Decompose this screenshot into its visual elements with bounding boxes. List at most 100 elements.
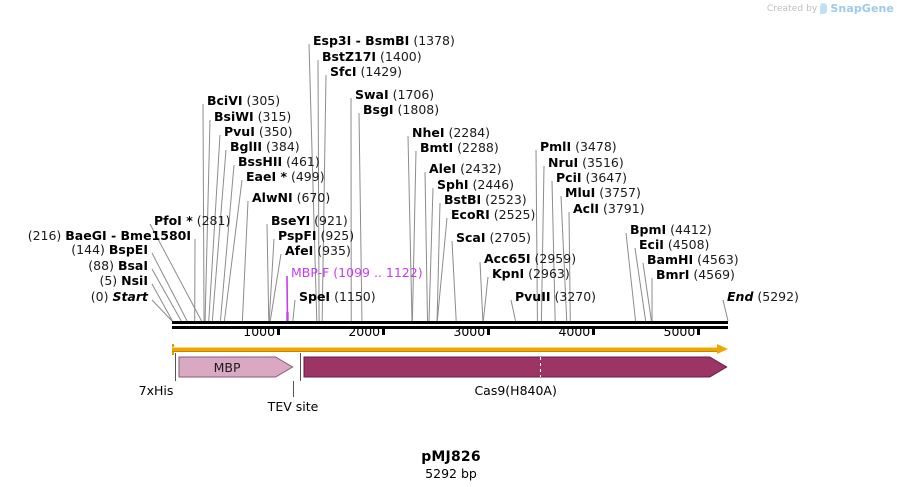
leader-line-scai (451, 240, 457, 322)
enzyme-label-afei[interactable]: AfeI (935) (285, 244, 351, 257)
enzyme-label-pmli[interactable]: PmlI (3478) (540, 140, 617, 153)
enzyme-position: (2288) (453, 140, 499, 155)
enzyme-label-eaei[interactable]: EaeI * (499) (246, 170, 325, 183)
enzyme-label-bamhi[interactable]: BamHI (4563) (647, 253, 739, 266)
enzyme-label-end[interactable]: End (5292) (727, 290, 799, 303)
enzyme-name: BseYI (271, 213, 311, 228)
enzyme-position: (921) (310, 213, 348, 228)
enzyme-label-bglii[interactable]: BglII (384) (230, 140, 300, 153)
enzyme-label-mbpf[interactable]: MBP-F (1099 .. 1122) (291, 266, 423, 279)
enzyme-label-nhei[interactable]: NheI (2284) (412, 126, 490, 139)
enzyme-label-sfci[interactable]: SfcI (1429) (330, 65, 402, 78)
enzyme-name: BmtI (420, 140, 454, 155)
leader-line-pspfi (268, 238, 275, 322)
enzyme-position: (2959) (530, 251, 577, 266)
enzyme-label-bpmi[interactable]: BpmI (4412) (630, 223, 712, 236)
watermark-prefix: Created by (766, 3, 818, 14)
enzyme-label-bsshii[interactable]: BssHII (461) (238, 155, 320, 168)
enzyme-position: (925) (316, 228, 355, 243)
enzyme-label-alei[interactable]: AleI (2432) (429, 162, 502, 175)
enzyme-label-bmti[interactable]: BmtI (2288) (420, 141, 499, 154)
enzyme-label-bsiwi[interactable]: BsiWI (315) (214, 110, 291, 123)
enzyme-name: ScaI (456, 230, 486, 245)
ruler-tick-label: 5000 (663, 324, 696, 339)
enzyme-name: MluI (565, 185, 596, 200)
enzyme-position: (3757) (595, 185, 641, 200)
ruler-tick-label: 4000 (558, 324, 591, 339)
enzyme-name: BciVI (207, 93, 243, 108)
enzyme-name: AclI (573, 201, 600, 216)
enzyme-name: NsiI (121, 273, 148, 288)
enzyme-label-nrui[interactable]: NruI (3516) (548, 156, 624, 169)
enzyme-label-bsai[interactable]: (88) BsaI (0, 259, 148, 272)
leader-line-eaei (223, 179, 243, 322)
enzyme-position: (1706) (388, 87, 435, 102)
enzyme-label-baegi[interactable]: (216) BaeGI - Bme1580I (0, 229, 191, 242)
leader-line-end (722, 299, 729, 322)
enzyme-label-acc65i[interactable]: Acc65I (2959) (484, 252, 576, 265)
leader-line-bglii (211, 149, 227, 322)
enzyme-name: PmlI (540, 139, 572, 154)
enzyme-label-acli[interactable]: AclI (3791) (573, 202, 645, 215)
enzyme-position: (670) (292, 190, 331, 205)
backbone-arrow[interactable] (172, 344, 728, 355)
enzyme-position: (305) (242, 93, 281, 108)
enzyme-label-mlui[interactable]: MluI (3757) (565, 186, 641, 199)
enzyme-label-sphi[interactable]: SphI (2446) (437, 178, 514, 191)
leader-line-sphi (428, 187, 434, 322)
enzyme-label-spei[interactable]: SpeI (1150) (299, 290, 376, 303)
feature-shape-mbp (178, 356, 294, 378)
enzyme-name: BamHI (647, 252, 694, 267)
enzyme-position: (3516) (578, 155, 624, 170)
enzyme-position: (3478) (571, 139, 617, 154)
enzyme-name: Acc65I (484, 251, 531, 266)
enzyme-label-pspfi[interactable]: PspFI (925) (278, 229, 354, 242)
leader-line-bmti (411, 150, 417, 322)
enzyme-label-pfoi[interactable]: PfoI * (281) (154, 214, 230, 227)
enzyme-name: Esp3I - BsmBI (313, 33, 410, 48)
enzyme-name: BspEI (108, 242, 148, 257)
leader-lines (149, 43, 729, 322)
enzyme-label-start[interactable]: (0) Start (0, 290, 148, 303)
feature-arrow-cas9[interactable] (303, 356, 728, 378)
leader-line-pfoi (149, 223, 202, 322)
ruler-tick-mark (382, 326, 386, 335)
enzyme-position: (315) (253, 109, 292, 124)
enzyme-label-swai[interactable]: SwaI (1706) (355, 88, 434, 101)
enzyme-label-bstz17i[interactable]: BstZ17I (1400) (322, 50, 422, 63)
enzyme-label-kpni[interactable]: KpnI (2963) (492, 267, 570, 280)
feature-arrow-mbp[interactable] (178, 356, 294, 378)
watermark-brand: SnapGene (830, 2, 894, 15)
enzyme-position: (4508) (663, 237, 710, 252)
enzyme-label-scai[interactable]: ScaI (2705) (456, 231, 531, 244)
leader-line-alwni (241, 200, 249, 322)
enzyme-label-esp3i[interactable]: Esp3I - BsmBI (1378) (313, 34, 455, 47)
backbone-arrowhead (717, 344, 728, 354)
enzyme-label-bcivi[interactable]: BciVI (305) (207, 94, 280, 107)
enzyme-label-pvui[interactable]: PvuI (350) (224, 125, 292, 138)
enzyme-label-bspei[interactable]: (144) BspEI (0, 243, 148, 256)
leader-line-bseyi (266, 223, 270, 322)
enzyme-label-bstbi[interactable]: BstBI (2523) (444, 193, 527, 206)
enzyme-label-ecii[interactable]: EciI (4508) (639, 238, 709, 251)
enzyme-label-bseyi[interactable]: BseYI (921) (271, 214, 348, 227)
enzyme-label-pvuii[interactable]: PvuII (3270) (515, 290, 596, 303)
enzyme-label-pcii[interactable]: PciI (3647) (556, 171, 627, 184)
snapgene-droplet-icon (820, 3, 828, 14)
enzyme-label-nsii[interactable]: (5) NsiI (0, 274, 148, 287)
enzyme-label-ecori[interactable]: EcoRI (2525) (451, 208, 535, 221)
leader-line-nsii (151, 283, 173, 322)
leader-line-ecori (436, 217, 448, 322)
annotation-tick-tev-site (293, 381, 294, 397)
enzyme-position: (499) (287, 169, 325, 184)
leader-line-bcivi (202, 103, 205, 322)
enzyme-name: BmrI (656, 267, 690, 282)
enzyme-position: (2432) (456, 161, 502, 176)
enzyme-name: BsgI (363, 102, 394, 117)
enzyme-label-bsgi[interactable]: BsgI (1808) (363, 103, 439, 116)
enzyme-label-bmri[interactable]: BmrI (4569) (656, 268, 735, 281)
enzyme-label-alwni[interactable]: AlwNI (670) (252, 191, 330, 204)
sequence-line-bottom (172, 326, 728, 329)
enzyme-name: BssHII (238, 154, 283, 169)
enzyme-position: (935) (313, 243, 351, 258)
